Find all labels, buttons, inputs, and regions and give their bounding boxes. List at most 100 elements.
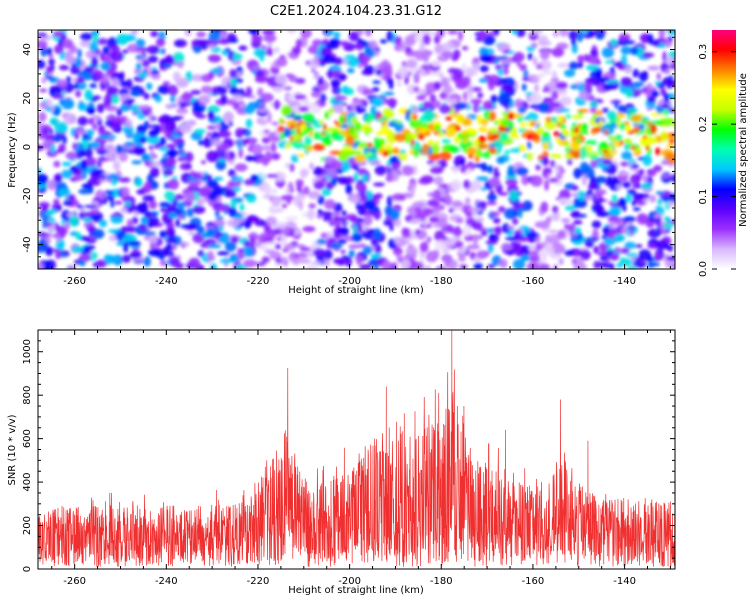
heatmap-cell — [295, 153, 306, 158]
heatmap-cell — [162, 81, 171, 86]
heatmap-cell — [186, 207, 194, 218]
heatmap-cell — [308, 203, 317, 209]
heatmap-cell — [319, 119, 324, 124]
heatmap-cell — [159, 136, 167, 146]
heatmap-cell — [168, 256, 180, 267]
heatmap-cell — [555, 81, 568, 90]
heatmap-cell — [454, 76, 466, 85]
heatmap-cell — [164, 190, 175, 201]
heatmap-cell — [515, 30, 526, 38]
heatmap-cell — [110, 200, 115, 208]
heatmap-cell — [89, 83, 97, 89]
heatmap-cell — [637, 193, 645, 199]
heatmap-cell — [386, 30, 394, 42]
heatmap-cell — [374, 165, 387, 176]
heatmap-cell — [557, 229, 567, 240]
heatmap-cell — [302, 186, 310, 195]
heatmap-cell — [127, 240, 141, 247]
heatmap-cell — [458, 256, 466, 262]
heatmap-cell — [433, 175, 444, 186]
heatmap-cell — [573, 219, 583, 225]
heatmap-cell — [196, 225, 205, 234]
heatmap-cell — [557, 62, 569, 68]
heatmap-cell — [214, 85, 228, 95]
heatmap-cell — [201, 85, 213, 94]
heatmap-cell — [357, 206, 366, 216]
heatmap-cell — [517, 106, 526, 114]
heatmap-cell — [110, 179, 118, 186]
heatmap-cell — [352, 225, 358, 231]
heatmap-cell — [428, 162, 441, 168]
snr-panel: -260 -240 -220 -200 -180 -160 -140 0 200 400 600 8… — [7, 329, 676, 596]
heatmap-cell — [601, 158, 612, 166]
heatmap-cell — [351, 233, 363, 243]
heatmap-cell — [496, 156, 506, 165]
heatmap-cell — [306, 102, 319, 108]
heatmap-cell — [263, 34, 277, 43]
heatmap-cell — [409, 218, 422, 224]
heatmap-cell — [340, 249, 346, 254]
heatmap-cell — [534, 83, 539, 93]
heatmap-cell — [206, 227, 217, 237]
heatmap-cell — [528, 238, 535, 244]
heatmap-cell — [585, 64, 599, 71]
heatmap-cell — [41, 77, 47, 84]
heatmap-cell — [339, 114, 345, 126]
heatmap-cell — [642, 174, 648, 183]
heatmap-cell — [62, 135, 67, 145]
heatmap-cell — [332, 82, 339, 88]
heatmap-cell — [44, 75, 55, 80]
heatmap-cell — [480, 162, 488, 172]
heatmap-cell — [118, 151, 128, 162]
heatmap-cell — [519, 63, 527, 71]
heatmap-cell — [316, 214, 324, 219]
heatmap-cell — [544, 120, 557, 130]
heatmap-cell — [306, 145, 313, 153]
heatmap-cell — [593, 246, 599, 254]
heatmap-cell — [120, 186, 130, 197]
heatmap-cell — [631, 199, 637, 206]
heatmap-cell — [351, 116, 358, 125]
heatmap-cell — [39, 88, 48, 93]
heatmap-cell — [135, 38, 146, 48]
heatmap-cell — [606, 110, 618, 120]
heatmap-cell — [71, 63, 77, 69]
heatmap-cell — [416, 94, 427, 101]
heatmap-cell — [504, 207, 518, 220]
heatmap-cell — [234, 163, 248, 172]
heatmap-cell — [38, 32, 48, 38]
heatmap-cell — [548, 177, 559, 183]
heatmap-cell — [518, 208, 523, 219]
heatmap-cell — [618, 33, 631, 42]
heatmap-cell — [623, 138, 632, 145]
heatmap-cell — [94, 169, 105, 175]
heatmap-cell — [103, 95, 113, 105]
heatmap-cell — [625, 88, 634, 98]
heatmap-cell — [365, 228, 376, 234]
heatmap-cell — [509, 121, 514, 127]
heatmap-cell — [549, 234, 560, 245]
snr-y-label: SNR (10 * v/v) — [7, 414, 18, 485]
heatmap-cell — [542, 97, 554, 104]
heatmap-cell — [111, 116, 124, 122]
heatmap-cell — [563, 250, 576, 257]
heatmap-cell — [356, 258, 363, 266]
heatmap-cells — [38, 30, 675, 269]
heatmap-cell — [283, 82, 289, 88]
heatmap-cell — [621, 226, 629, 234]
heatmap-cell — [320, 211, 333, 217]
colorbar-gradient — [712, 30, 736, 269]
heatmap-cell — [542, 69, 552, 75]
heatmap-cell — [243, 104, 256, 115]
heatmap-cell — [577, 109, 590, 113]
heatmap-cell — [482, 100, 494, 111]
heatmap-cell — [83, 204, 98, 209]
heatmap-cell — [153, 124, 161, 135]
heatmap-cell — [505, 178, 518, 187]
heatmap-cell — [159, 208, 167, 213]
heatmap-cell — [370, 237, 378, 247]
heatmap-cell — [555, 87, 568, 96]
heatmap-cell — [263, 129, 270, 134]
heatmap-cell — [160, 48, 166, 55]
heatmap-cell — [587, 183, 601, 190]
